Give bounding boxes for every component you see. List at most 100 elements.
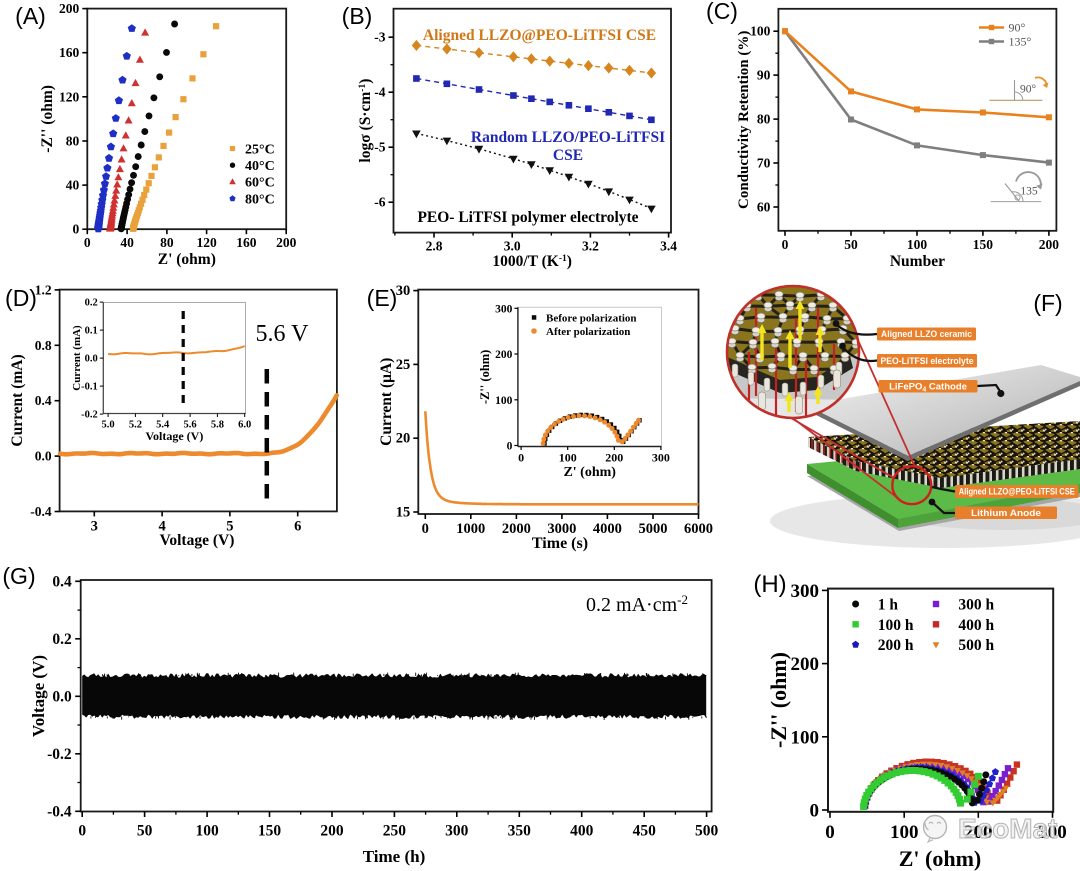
svg-text:(F): (F) (1033, 290, 1062, 316)
svg-text:60: 60 (757, 200, 771, 215)
svg-text:0: 0 (78, 823, 86, 840)
svg-text:4000: 4000 (593, 521, 622, 537)
svg-text:4: 4 (158, 518, 165, 534)
svg-text:(A): (A) (15, 3, 46, 29)
svg-text:40: 40 (120, 235, 134, 250)
svg-text:Z' (ohm): Z' (ohm) (899, 846, 982, 871)
svg-text:100: 100 (195, 823, 219, 840)
svg-text:200: 200 (495, 349, 513, 361)
svg-text:80: 80 (66, 134, 80, 149)
svg-text:100: 100 (890, 822, 919, 843)
svg-text:40°C: 40°C (245, 159, 275, 174)
svg-text:-Z'' (ohm): -Z'' (ohm) (766, 652, 791, 748)
svg-text:-0.4: -0.4 (30, 504, 52, 519)
svg-text:80°C: 80°C (245, 192, 275, 207)
svg-text:25: 25 (396, 357, 411, 373)
svg-text:50: 50 (137, 823, 153, 840)
svg-text:-Z'' (ohm): -Z'' (ohm) (39, 85, 56, 153)
svg-text:-0.2: -0.2 (81, 410, 98, 421)
svg-text:-Z'' (ohm): -Z'' (ohm) (478, 350, 492, 405)
svg-text:300: 300 (445, 823, 469, 840)
svg-text:Current (mA): Current (mA) (71, 325, 83, 391)
svg-text:300 h: 300 h (958, 597, 994, 614)
svg-text:Aligned LLZO ceramic: Aligned LLZO ceramic (881, 329, 972, 340)
svg-text:(G): (G) (2, 563, 35, 589)
svg-text:300: 300 (791, 581, 820, 602)
svg-text:0.0: 0.0 (85, 354, 98, 365)
svg-text:Time (h): Time (h) (363, 847, 426, 866)
svg-text:5.6: 5.6 (184, 420, 197, 431)
svg-text:-0.2: -0.2 (47, 746, 72, 763)
svg-text:0.0: 0.0 (52, 688, 72, 705)
svg-text:-3: -3 (374, 30, 385, 45)
svg-text:6000: 6000 (684, 521, 713, 537)
svg-text:Aligned LLZO@PEO-LiTFSI CSE: Aligned LLZO@PEO-LiTFSI CSE (423, 27, 656, 44)
svg-text:5: 5 (226, 518, 233, 534)
svg-text:LiFePO4 Cathode: LiFePO4 Cathode (889, 382, 967, 394)
svg-text:0.1: 0.1 (85, 326, 98, 337)
svg-text:CSE: CSE (553, 147, 583, 164)
svg-text:0.0: 0.0 (35, 449, 52, 464)
svg-text:Voltage (V): Voltage (V) (29, 655, 48, 737)
svg-text:After polarization: After polarization (546, 326, 630, 338)
svg-text:1000/T (K-1): 1000/T (K-1) (492, 253, 572, 270)
svg-text:0.2: 0.2 (85, 298, 98, 309)
svg-text:1 h: 1 h (878, 597, 899, 614)
svg-text:3.4: 3.4 (660, 239, 677, 254)
svg-text:0: 0 (73, 222, 80, 237)
svg-text:100: 100 (750, 24, 771, 39)
svg-text:250: 250 (383, 823, 407, 840)
svg-text:-5: -5 (374, 140, 385, 155)
svg-text:400: 400 (570, 823, 594, 840)
svg-text:-0.4: -0.4 (47, 803, 72, 820)
svg-text:PEO- LiTFSI polymer electrolyt: PEO- LiTFSI polymer electrolyte (417, 209, 638, 226)
svg-text:90°: 90° (1020, 84, 1037, 96)
svg-text:-0.1: -0.1 (81, 382, 98, 393)
svg-text:PEO-LiTFSI electrolyte: PEO-LiTFSI electrolyte (881, 356, 974, 367)
svg-text:Voltage (V): Voltage (V) (160, 532, 235, 549)
svg-text:0: 0 (810, 801, 820, 822)
svg-text:0.2: 0.2 (52, 631, 72, 648)
svg-text:Conductivity Retention (%): Conductivity Retention (%) (736, 31, 752, 209)
svg-text:15: 15 (396, 505, 411, 521)
svg-text:200 h: 200 h (878, 637, 914, 654)
svg-text:300: 300 (652, 451, 670, 465)
svg-text:150: 150 (973, 237, 994, 252)
svg-text:200: 200 (1039, 237, 1060, 252)
svg-text:100: 100 (791, 727, 820, 748)
svg-text:6: 6 (294, 518, 301, 534)
svg-text:135: 135 (1020, 186, 1038, 198)
svg-text:(C): (C) (706, 0, 738, 24)
svg-text:500 h: 500 h (958, 637, 994, 654)
svg-text:-6: -6 (374, 195, 385, 210)
svg-text:6.0: 6.0 (238, 420, 251, 431)
svg-text:3000: 3000 (547, 521, 576, 537)
svg-text:2.8: 2.8 (426, 239, 443, 254)
svg-text:5.6 V: 5.6 V (256, 321, 310, 347)
svg-text:3.2: 3.2 (582, 239, 599, 254)
svg-text:120: 120 (196, 235, 217, 250)
svg-text:Time (s): Time (s) (532, 535, 588, 552)
svg-text:3: 3 (91, 518, 98, 534)
svg-text:-4: -4 (374, 85, 385, 100)
svg-text:100: 100 (559, 451, 577, 465)
svg-text:Random LLZO/PEO-LiTFSI: Random LLZO/PEO-LiTFSI (471, 129, 665, 146)
svg-text:Lithium Anode: Lithium Anode (971, 508, 1041, 519)
svg-text:60°C: 60°C (245, 176, 275, 191)
svg-text:3.0: 3.0 (504, 239, 521, 254)
svg-text:5.4: 5.4 (156, 420, 170, 431)
svg-text:(D): (D) (5, 285, 37, 311)
svg-text:90°: 90° (1009, 21, 1026, 35)
svg-text:300: 300 (495, 303, 513, 315)
svg-text:200: 200 (605, 451, 623, 465)
svg-text:200: 200 (320, 823, 344, 840)
svg-text:200: 200 (791, 654, 820, 675)
svg-text:500: 500 (695, 823, 719, 840)
svg-text:Current (mA): Current (mA) (9, 354, 26, 446)
svg-text:5.2: 5.2 (129, 420, 142, 431)
svg-text:Current (μA): Current (μA) (378, 358, 395, 446)
svg-text:0: 0 (422, 521, 429, 537)
svg-text:0.8: 0.8 (35, 338, 52, 353)
svg-text:70: 70 (757, 156, 771, 171)
svg-text:Z' (ohm): Z' (ohm) (158, 251, 216, 268)
